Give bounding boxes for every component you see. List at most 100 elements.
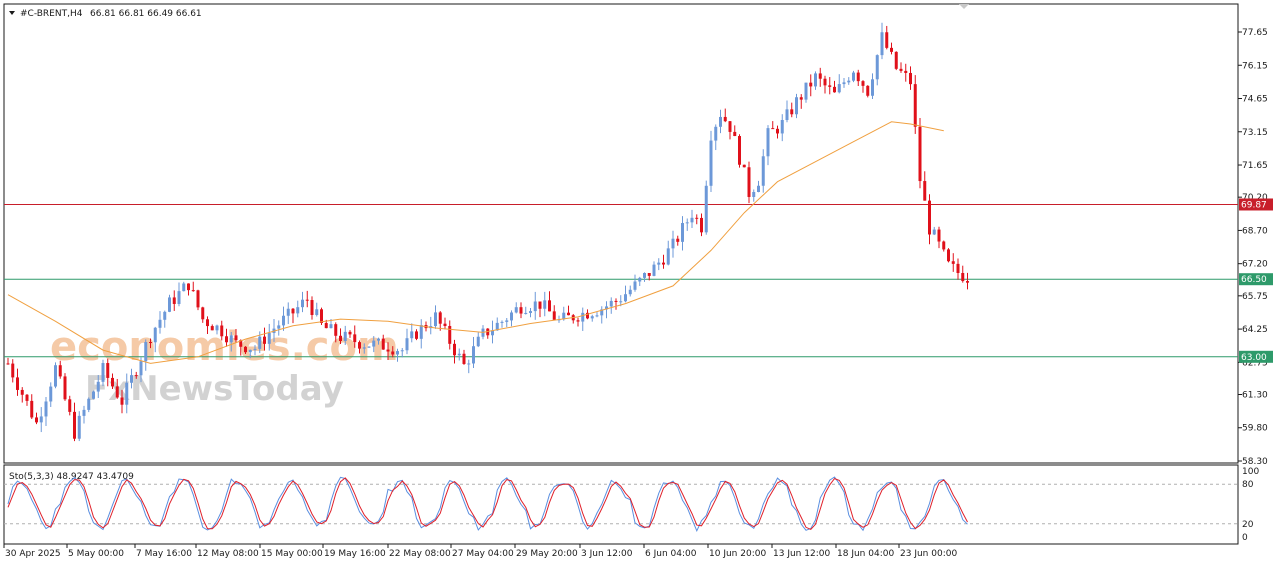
level-badge-label-63.00: 63.00: [1241, 353, 1267, 363]
candle-body: [894, 51, 898, 69]
moving-average-line: [7, 121, 944, 364]
candle-body: [320, 309, 323, 324]
candle-body: [866, 85, 870, 96]
candle-body: [248, 349, 252, 353]
level-badge-63.00: [1239, 350, 1273, 363]
candle-body: [562, 312, 566, 320]
candle-body: [671, 238, 675, 249]
candle-body: [771, 128, 775, 130]
time-tick-label-9: 3 Jun 12:00: [581, 549, 633, 559]
candle-body: [776, 128, 779, 134]
candle-body: [804, 82, 808, 100]
candle-body: [438, 312, 442, 324]
candle-body: [391, 351, 395, 355]
candle-body: [614, 300, 618, 302]
candle-body: [590, 316, 594, 319]
candle-body: [733, 131, 737, 137]
stochastic-panel-frame: [3, 464, 1239, 545]
candle-body: [861, 81, 865, 86]
candle-body: [115, 386, 119, 398]
time-tick-label-5: 19 May 16:00: [324, 549, 386, 559]
price-tick-label-7: 67.20: [1242, 260, 1268, 270]
shift-marker-icon[interactable]: [959, 4, 969, 9]
candle-body: [448, 325, 452, 344]
candle-body: [419, 325, 423, 339]
candle-body: [367, 346, 371, 348]
candle-body: [163, 311, 167, 320]
candle-body: [196, 290, 200, 308]
triangle-down-icon[interactable]: [9, 11, 15, 15]
candle-body: [258, 336, 262, 349]
candle-body: [538, 301, 542, 309]
candle-body: [904, 70, 908, 73]
candle-body: [244, 346, 247, 353]
level-badge-label-69.87: 69.87: [1241, 200, 1267, 210]
candle-body: [719, 116, 722, 127]
price-tick-label-9: 64.25: [1242, 325, 1268, 335]
candle-body: [510, 312, 513, 321]
candle-body: [852, 72, 855, 81]
candle-body: [467, 363, 471, 365]
candle-body: [149, 342, 152, 344]
price-tick-label-4: 71.65: [1242, 161, 1268, 171]
candle-body: [657, 262, 661, 265]
candle-body: [201, 307, 205, 320]
candle-body: [666, 248, 670, 265]
price-tick-label-3: 73.15: [1242, 128, 1268, 138]
ohlc-readout: 66.81 66.81 66.49 66.61: [90, 9, 202, 19]
candle-body: [757, 185, 760, 192]
candle-body: [348, 331, 352, 335]
candle-body: [286, 308, 290, 316]
price-tick-label-12: 59.80: [1242, 424, 1268, 434]
candle-body: [909, 72, 912, 85]
candle-body: [434, 312, 437, 327]
candle-body: [652, 264, 656, 276]
candle-body: [253, 348, 257, 350]
candle-body: [44, 401, 48, 417]
candle-body: [267, 332, 271, 344]
candle-body: [229, 335, 233, 343]
candle-body: [514, 307, 518, 313]
candle-body: [747, 167, 751, 197]
candle-body: [823, 78, 827, 86]
candle-body: [25, 394, 29, 401]
candle-body: [225, 336, 228, 343]
candle-body: [961, 272, 965, 282]
candle-body: [600, 309, 604, 316]
candle-body: [723, 116, 727, 122]
candle-body: [937, 229, 941, 242]
candle-body: [381, 338, 385, 350]
candle-body: [358, 342, 361, 349]
candle-body: [880, 32, 884, 56]
candle-body: [405, 338, 409, 351]
candle-body: [187, 283, 190, 291]
time-tick-label-7: 27 May 04:00: [452, 549, 514, 559]
candle-body: [111, 377, 114, 387]
candle-body: [54, 365, 57, 387]
candle-body: [16, 377, 19, 390]
candle-body: [548, 300, 551, 312]
candle-body: [491, 330, 494, 336]
stochastic-axis: 100 80 20 0: [1242, 467, 1259, 543]
price-panel-frame: [3, 3, 1239, 464]
candle-body: [685, 222, 689, 224]
candle-body: [524, 312, 528, 314]
candle-body: [690, 217, 694, 223]
candle-body: [700, 217, 703, 233]
candle-body: [377, 338, 380, 341]
candle-body: [453, 343, 456, 356]
candle-body: [619, 301, 623, 303]
candle-body: [799, 97, 803, 100]
candle-body: [785, 109, 789, 120]
candle-body: [168, 297, 171, 312]
candle-body: [752, 191, 756, 197]
candle-body: [676, 238, 680, 242]
candle-body: [932, 229, 936, 235]
candle-body: [842, 82, 846, 85]
candle-body: [966, 281, 969, 283]
candle-body: [177, 291, 181, 304]
candle-body: [633, 281, 637, 290]
price-tick-label-2: 74.65: [1242, 95, 1268, 105]
candle-body: [296, 307, 300, 314]
